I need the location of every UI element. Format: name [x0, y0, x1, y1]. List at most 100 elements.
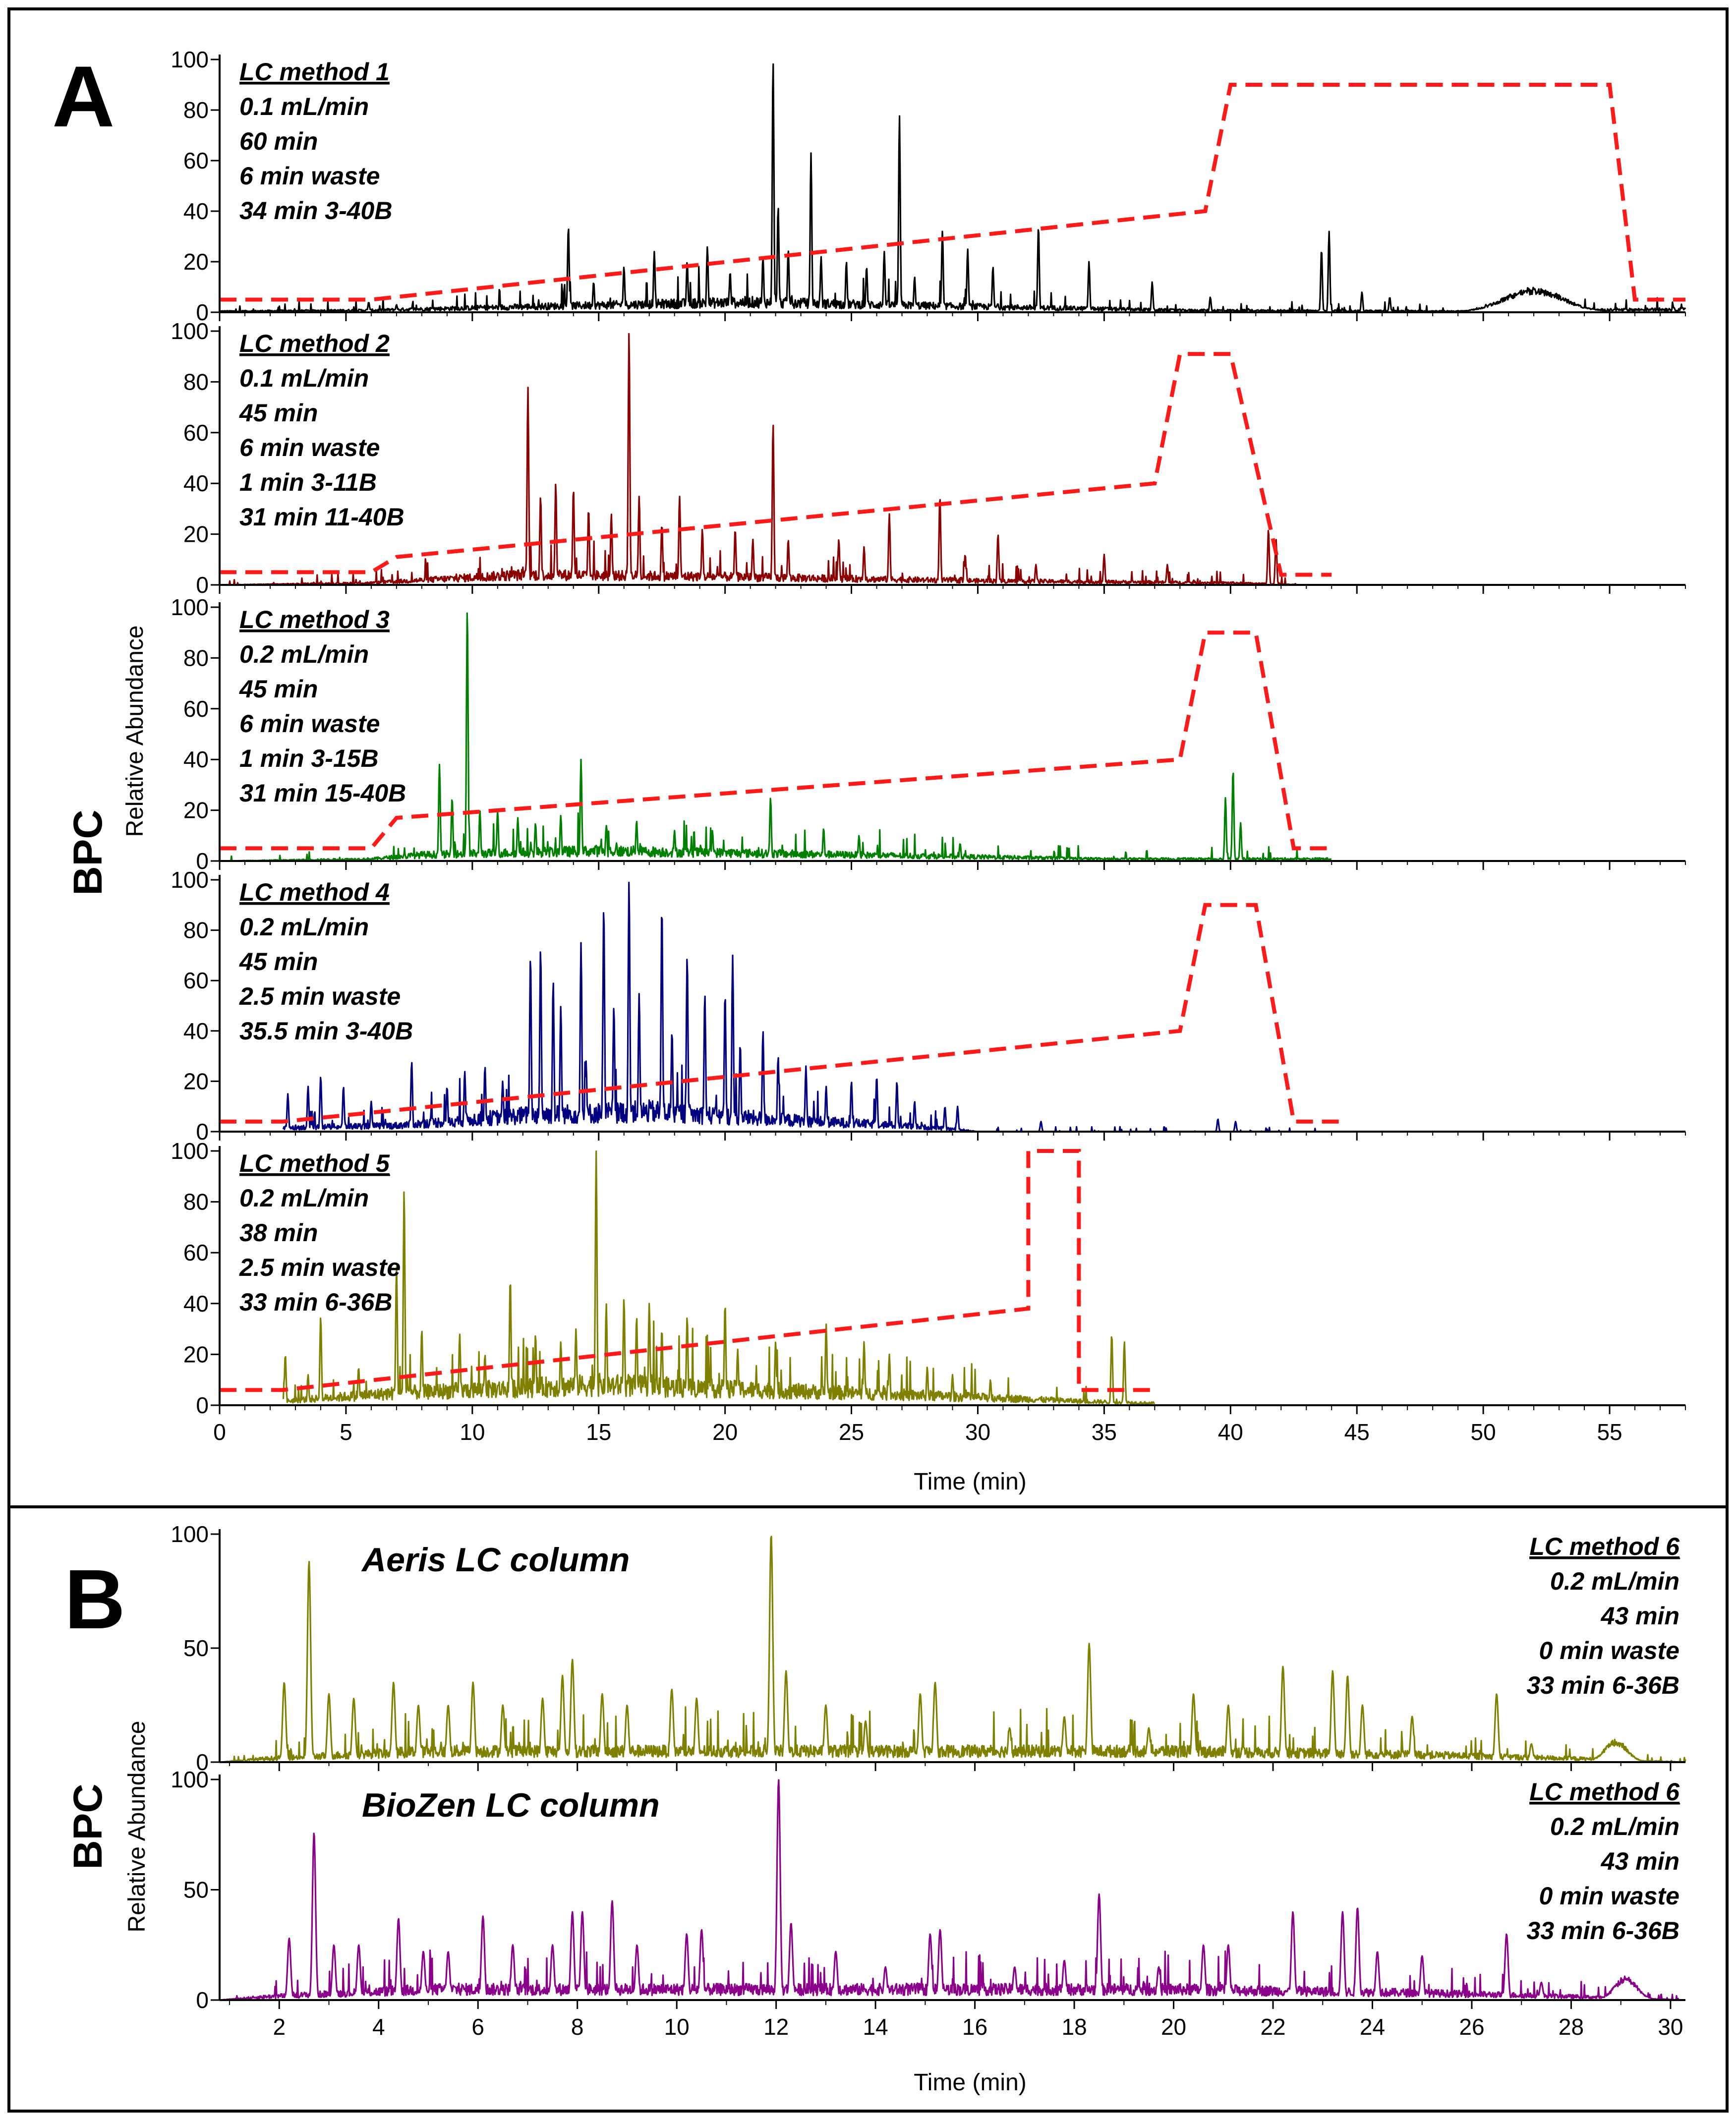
a-method2-subplot: 0 20 40 60 80 100 LC method 2 0.1 mL/min 45 min 6…: [171, 318, 1686, 598]
method5-x-tick-label: 20: [712, 1419, 738, 1445]
y-axis-label-a: Relative Abundance: [122, 626, 148, 837]
biozen-method-title: LC method 6: [1529, 1778, 1680, 1806]
figure-border: [7, 7, 1729, 2113]
biozen-y-tick-label: 0: [196, 1987, 209, 2013]
method1-method-line: 60 min: [239, 127, 318, 155]
method5-x-tick-label: 55: [1597, 1419, 1622, 1445]
method1-y-tick-label: 60: [183, 148, 209, 173]
biozen-x-tick-label: 2: [273, 2014, 286, 2040]
aeris-method-line: 43 min: [1601, 1602, 1679, 1630]
method4-y-tick-label: 60: [183, 968, 209, 993]
biozen-x-tick-label: 18: [1061, 2014, 1087, 2040]
biozen-column-label: BioZen LC column: [362, 1786, 660, 1824]
method5-y-tick-label: 100: [171, 1138, 209, 1164]
aeris-y-tick-label: 100: [171, 1521, 209, 1547]
biozen-x-tick-label: 16: [962, 2014, 987, 2040]
method4-y-tick-label: 100: [171, 867, 209, 893]
method5-y-tick-label: 40: [183, 1291, 209, 1317]
panel-letter-a: A: [52, 49, 115, 145]
biozen-x-tick-label: 28: [1559, 2014, 1584, 2040]
method2-method-title: LC method 2: [239, 330, 390, 357]
method5-method-line: 38 min: [239, 1219, 318, 1247]
method3-gradient-line: [220, 630, 1332, 851]
a-method4-subplot: 0 20 40 60 80 100 LC method 4 0.2 mL/min 45 min 2…: [171, 867, 1686, 1145]
biozen-x-tick-label: 24: [1360, 2014, 1385, 2040]
method3-y-tick-label: 40: [183, 746, 209, 772]
method1-method-line: 0.1 mL/min: [239, 93, 369, 120]
method5-x-tick-label: 0: [213, 1419, 226, 1445]
method2-y-tick-label: 80: [183, 369, 209, 395]
biozen-x-tick-label: 20: [1161, 2014, 1186, 2040]
method5-x-tick-label: 40: [1218, 1419, 1243, 1445]
method5-method-line: 33 min 6-36B: [239, 1288, 392, 1316]
method1-y-tick-label: 40: [183, 198, 209, 224]
method1-method-line: 6 min waste: [239, 162, 380, 190]
biozen-x-tick-label: 4: [372, 2014, 385, 2040]
biozen-x-tick-label: 6: [471, 2014, 484, 2040]
method4-method-line: 45 min: [239, 948, 318, 975]
biozen-x-tick-label: 30: [1658, 2014, 1683, 2040]
method1-trace: [219, 63, 1686, 313]
method5-y-tick-label: 80: [183, 1189, 209, 1215]
method4-y-tick-label: 20: [183, 1068, 209, 1094]
method3-method-line: 1 min 3-15B: [239, 745, 379, 772]
biozen-method-line: 33 min 6-36B: [1527, 1917, 1679, 1945]
method5-x-tick-label: 5: [340, 1419, 352, 1445]
method1-method-line: 34 min 3-40B: [239, 197, 392, 225]
method4-y-tick-label: 80: [183, 917, 209, 943]
x-axis-label-a: Time (min): [914, 1469, 1027, 1495]
method4-method-line: 0.2 mL/min: [239, 913, 369, 941]
method3-y-tick-label: 0: [196, 848, 209, 874]
biozen-x-tick-label: 12: [763, 2014, 789, 2040]
method5-x-tick-label: 50: [1471, 1419, 1496, 1445]
biozen-method-line: 43 min: [1601, 1847, 1679, 1875]
method3-y-tick-label: 20: [183, 798, 209, 823]
method4-y-tick-label: 0: [196, 1119, 209, 1145]
method3-method-line: 45 min: [239, 675, 318, 703]
method4-y-tick-label: 40: [183, 1018, 209, 1044]
method5-x-tick-label: 30: [965, 1419, 990, 1445]
aeris-method-title: LC method 6: [1529, 1533, 1680, 1560]
method3-method-line: 6 min waste: [239, 710, 380, 738]
a-method3-subplot: 0 20 40 60 80 100 LC method 3 0.2 mL/min 45 min 6…: [171, 594, 1686, 874]
method5-y-tick-label: 0: [196, 1392, 209, 1418]
biozen-y-tick-label: 50: [183, 1877, 209, 1903]
method1-method-title: LC method 1: [239, 58, 390, 86]
method3-trace: [219, 612, 1332, 862]
method4-gradient-line: [220, 903, 1344, 1124]
aeris-y-tick-label: 50: [183, 1635, 209, 1661]
method2-method-line: 0.1 mL/min: [239, 364, 369, 392]
method5-x-tick-label: 15: [586, 1419, 611, 1445]
method2-gradient-line: [220, 352, 1332, 577]
method1-gradient-line: [220, 83, 1685, 302]
y-axis-label-b: Relative Abundance: [124, 1721, 150, 1933]
aeris-method-line: 0 min waste: [1539, 1637, 1679, 1664]
b-aeris-subplot: 0 50 100 LC method 6 0.2 mL/min 43 min 0 min w…: [171, 1521, 1686, 1775]
a-method5-subplot: 0 20 40 60 80 100 0 5 10 15 20 25 30 35 40 45 50 55 LC met…: [171, 1138, 1686, 1445]
method2-method-line: 1 min 3-11B: [239, 468, 377, 496]
method1-y-tick-label: 100: [171, 47, 209, 72]
method4-method-title: LC method 4: [239, 878, 390, 906]
method5-trace: [282, 1150, 1156, 1405]
aeris-trace: [219, 1536, 1686, 1763]
method5-method-line: 2.5 min waste: [239, 1254, 401, 1281]
method2-method-line: 45 min: [239, 399, 318, 427]
method3-method-line: 0.2 mL/min: [239, 640, 369, 668]
method2-y-tick-label: 0: [196, 572, 209, 598]
method3-method-line: 31 min 15-40B: [239, 779, 406, 807]
aeris-method-line: 33 min 6-36B: [1527, 1671, 1679, 1699]
method3-y-tick-label: 80: [183, 645, 209, 671]
panel-letter-b: B: [64, 1552, 125, 1647]
method3-method-title: LC method 3: [239, 606, 390, 633]
method5-x-tick-label: 10: [460, 1419, 485, 1445]
biozen-method-line: 0.2 mL/min: [1550, 1813, 1679, 1840]
aeris-y-tick-label: 0: [196, 1749, 209, 1775]
biozen-x-tick-label: 14: [863, 2014, 888, 2040]
method2-method-line: 31 min 11-40B: [239, 503, 405, 531]
method1-y-tick-label: 20: [183, 249, 209, 275]
method3-y-tick-label: 60: [183, 696, 209, 722]
method5-gradient-line: [220, 1149, 1155, 1392]
method5-method-line: 0.2 mL/min: [239, 1184, 369, 1212]
